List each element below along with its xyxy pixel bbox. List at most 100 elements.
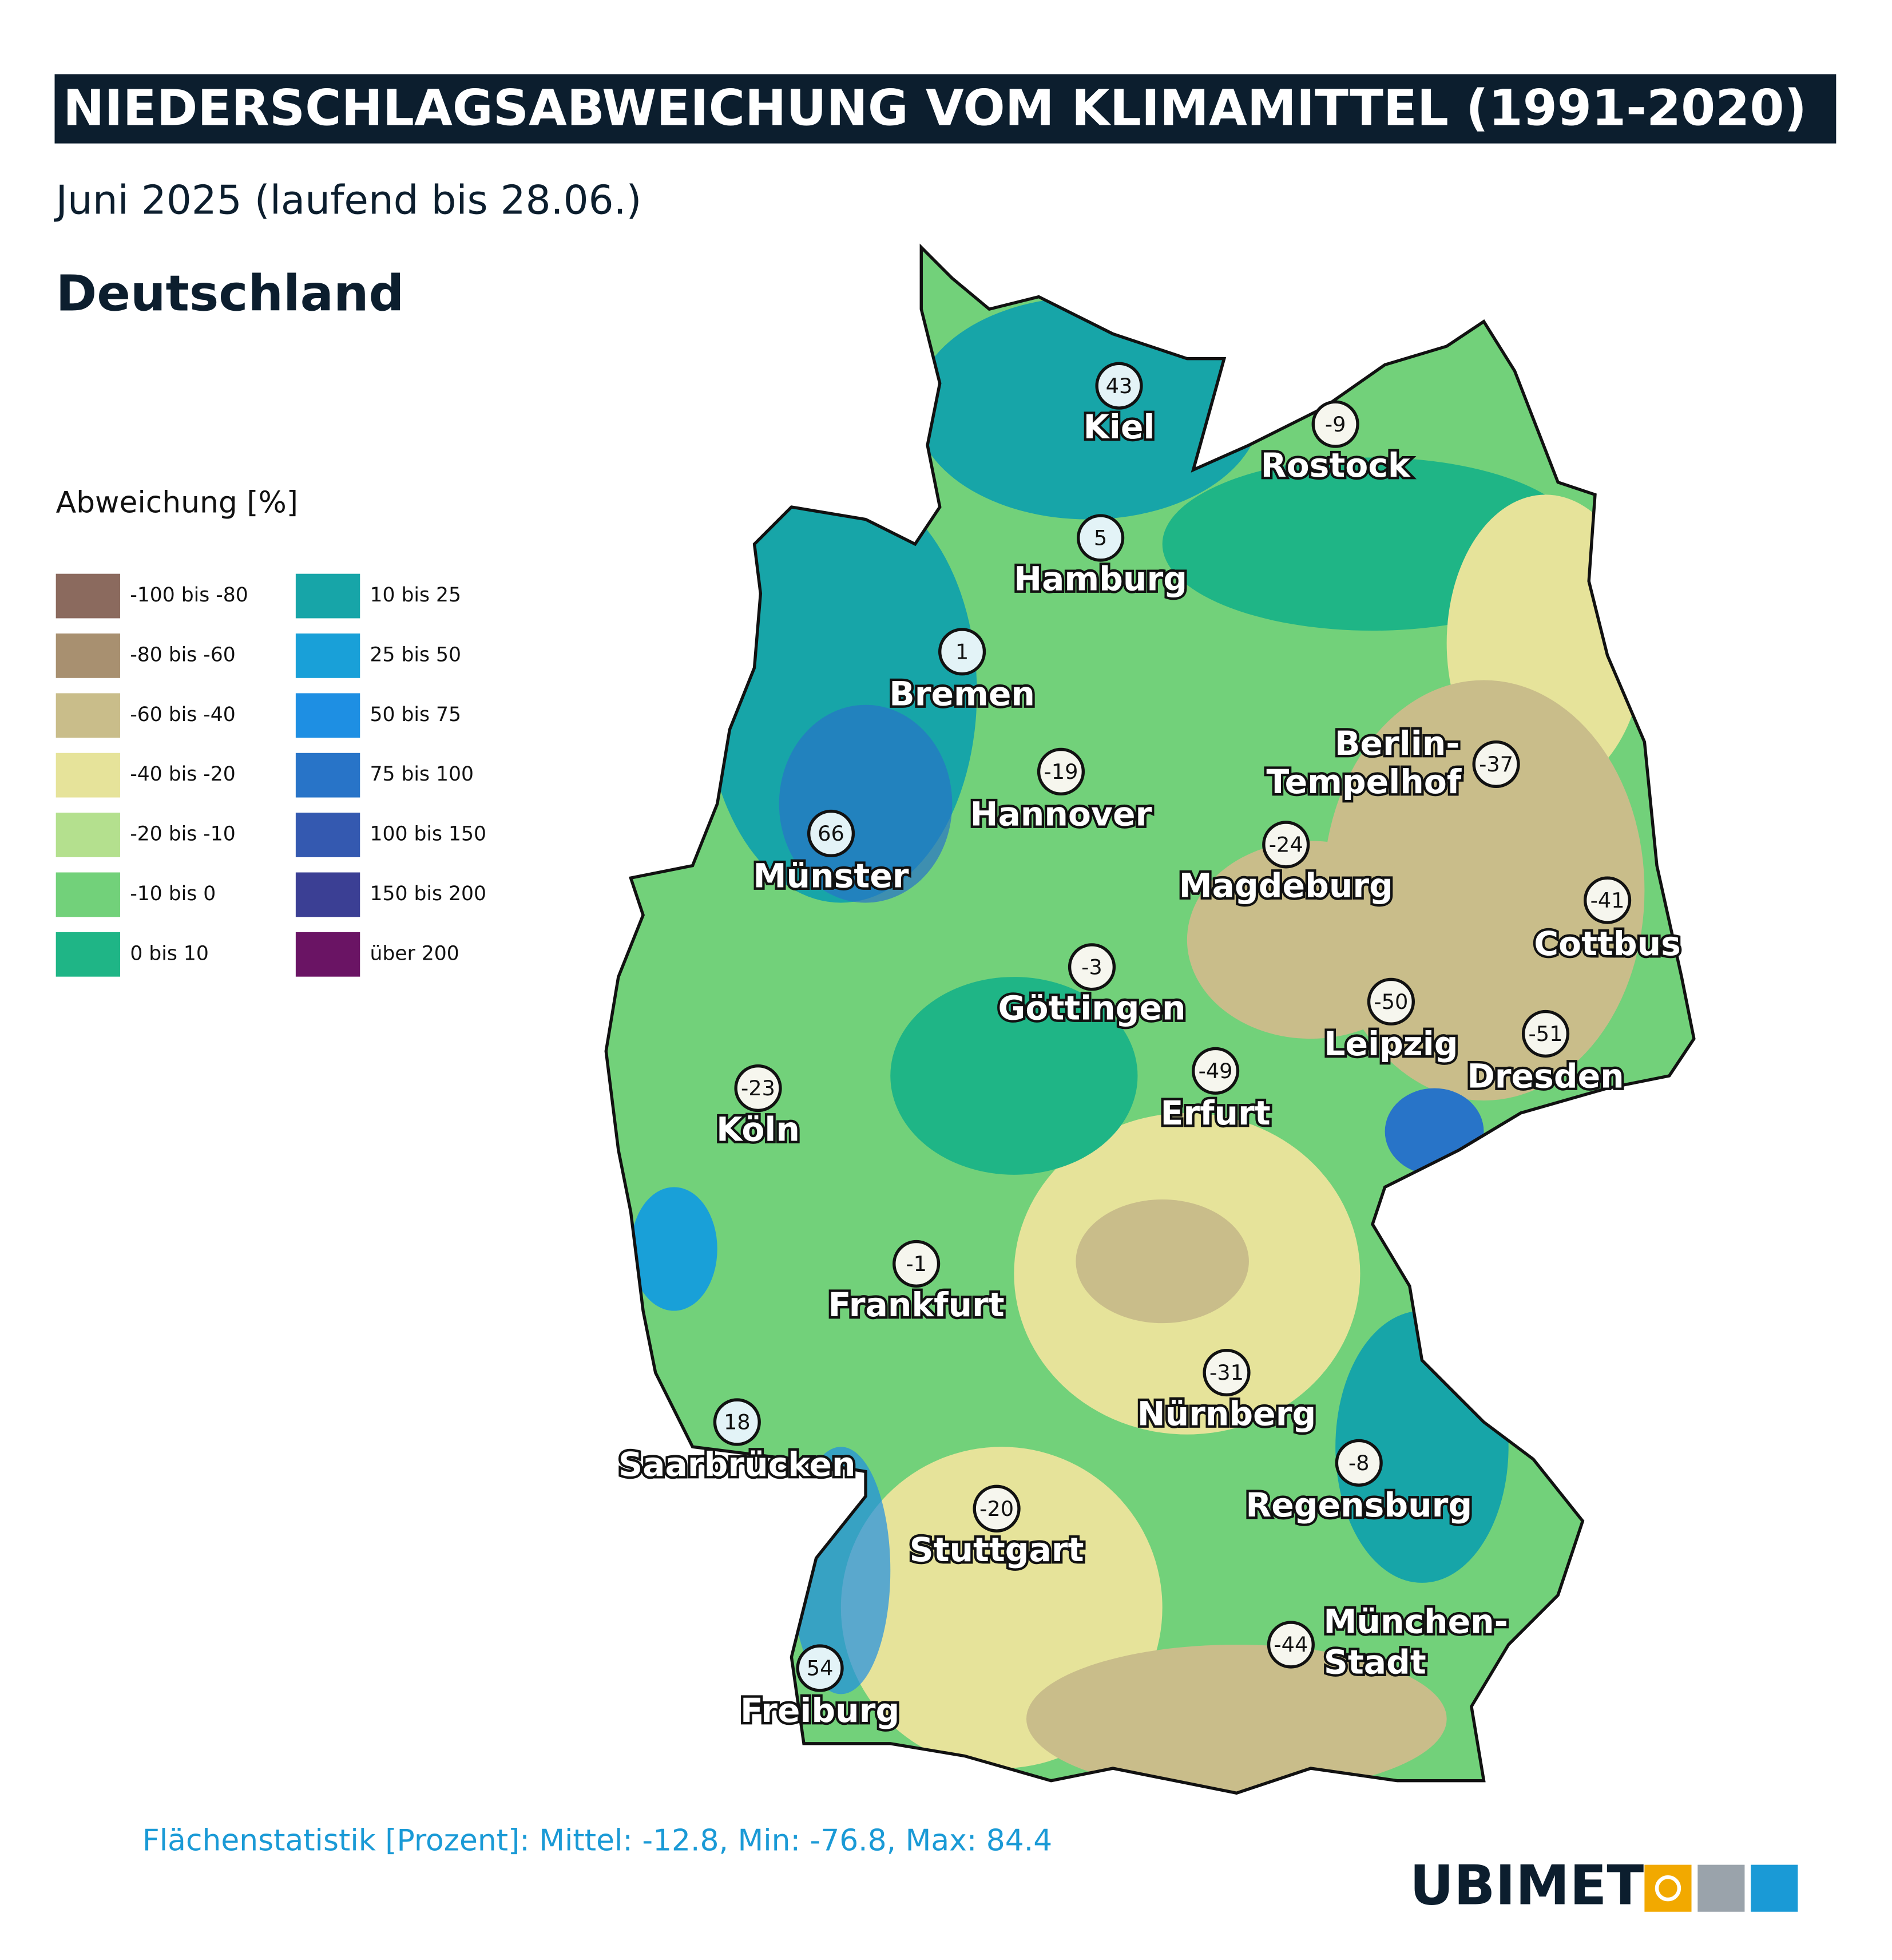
- city-marker: [1191, 1047, 1240, 1095]
- legend-label: -40 bis -20: [130, 763, 235, 786]
- logo: UBIMET: [1410, 1855, 1644, 1918]
- city-value: 66: [818, 821, 844, 846]
- legend-label: -80 bis -60: [130, 643, 235, 666]
- logo-drop: [1751, 1864, 1798, 1912]
- city-name: Freiburg: [740, 1691, 899, 1730]
- city-value: -8: [1348, 1451, 1370, 1475]
- city-name: Magdeburg: [1179, 866, 1393, 905]
- legend-swatch: [55, 753, 121, 798]
- legend-swatch: [55, 573, 121, 619]
- city-marker: [973, 1484, 1021, 1533]
- city-name: Göttingen: [998, 989, 1185, 1028]
- legend-swatch: [295, 753, 360, 798]
- logo-sun: [1644, 1864, 1692, 1912]
- legend-label: 0 bis 10: [130, 942, 209, 965]
- city-name: Leipzig: [1324, 1024, 1458, 1063]
- legend: -100 bis -80 -80 bis -60 -60 bis -40 -40 bi…: [55, 573, 486, 977]
- city-name: Hannover: [970, 794, 1152, 833]
- legend-swatch: [295, 813, 360, 857]
- city-marker: [1311, 400, 1359, 448]
- city-marker: [1077, 514, 1125, 562]
- legend-swatch: [55, 813, 121, 857]
- city-name: Tempelhof: [1267, 762, 1462, 801]
- city-marker: [734, 1064, 782, 1112]
- city-value: 18: [724, 1410, 751, 1435]
- city-marker: [1583, 876, 1632, 924]
- city-name: Erfurt: [1160, 1094, 1270, 1133]
- legend-swatch: [295, 932, 360, 977]
- legend-swatch: [295, 693, 360, 738]
- city-value: -9: [1325, 412, 1346, 437]
- city-value: -44: [1274, 1633, 1308, 1657]
- city-name: Stadt: [1324, 1643, 1426, 1682]
- city-name: Hamburg: [1014, 560, 1187, 599]
- city-value: -41: [1590, 888, 1625, 913]
- city-name: Münster: [753, 856, 909, 895]
- city-name: Dresden: [1467, 1056, 1624, 1095]
- city-marker: [1267, 1621, 1315, 1669]
- city-marker: [1068, 943, 1116, 991]
- legend-swatch: [295, 872, 360, 917]
- legend-swatch: [55, 872, 121, 917]
- title: NIEDERSCHLAGSABWEICHUNG VOM KLIMAMITTEL …: [63, 80, 1807, 137]
- city-value: -50: [1374, 989, 1408, 1014]
- legend-swatch: [55, 633, 121, 678]
- city-marker: [938, 628, 986, 676]
- city-name: Köln: [716, 1110, 800, 1149]
- city-marker: [1095, 362, 1143, 410]
- legend-label: über 200: [370, 942, 459, 965]
- city-marker: [1472, 740, 1520, 789]
- legend-swatch: [295, 633, 360, 678]
- city-marker: [1037, 747, 1085, 795]
- legend-label: -10 bis 0: [130, 882, 216, 905]
- city-value: -24: [1269, 833, 1303, 857]
- city-value: -37: [1479, 752, 1513, 777]
- logo-cloud: [1697, 1864, 1745, 1912]
- city-marker: [1203, 1348, 1251, 1397]
- city-value: -31: [1209, 1360, 1244, 1385]
- legend-label: 10 bis 25: [370, 584, 461, 607]
- city-marker: [1367, 977, 1415, 1025]
- city-value: -19: [1044, 759, 1078, 784]
- legend-title: Abweichung [%]: [56, 486, 298, 520]
- cities: 43 Kiel -9 Rostock 5 Hamburg 1 Bremen -19 Hannove…: [616, 362, 1683, 1732]
- legend-label: -20 bis -10: [130, 823, 235, 846]
- city-marker: [1262, 821, 1310, 869]
- city-value: -49: [1199, 1059, 1233, 1083]
- city-name: Cottbus: [1534, 924, 1681, 963]
- city-marker: [893, 1240, 941, 1288]
- title-bar: [54, 74, 1837, 144]
- legend-label: -100 bis -80: [130, 584, 248, 607]
- logo-sun-icon: [1655, 1875, 1681, 1902]
- city-value: -51: [1529, 1021, 1563, 1046]
- city-value: 54: [807, 1656, 834, 1681]
- city-value: -23: [741, 1076, 775, 1100]
- legend-swatch: [55, 932, 121, 977]
- legend-label: 25 bis 50: [370, 643, 461, 666]
- statistics: Flächenstatistik [Prozent]: Mittel: -12.…: [142, 1824, 1052, 1858]
- legend-label: 75 bis 100: [370, 763, 474, 786]
- region: Deutschland: [56, 266, 404, 323]
- city-marker: [713, 1398, 761, 1446]
- city-name: Stuttgart: [910, 1530, 1084, 1569]
- city-name: Saarbrücken: [618, 1445, 855, 1484]
- legend-label: -60 bis -40: [130, 703, 235, 726]
- city-name: Bremen: [889, 675, 1035, 714]
- city-marker: [1335, 1439, 1383, 1487]
- city-marker: [807, 809, 855, 858]
- legend-label: 50 bis 75: [370, 703, 461, 726]
- city-name: Kiel: [1084, 407, 1155, 446]
- country-border: [604, 243, 1696, 1795]
- city-value: 5: [1094, 526, 1107, 551]
- legend-label: 100 bis 150: [370, 823, 486, 846]
- city-name: Nürnberg: [1137, 1394, 1316, 1433]
- city-value: 1: [955, 639, 969, 664]
- city-name: Berlin-: [1335, 724, 1460, 763]
- city-value: -1: [906, 1252, 927, 1276]
- city-value: -20: [979, 1496, 1014, 1521]
- subtitle: Juni 2025 (laufend bis 28.06.): [54, 177, 642, 223]
- legend-swatch: [295, 573, 360, 619]
- city-value: 43: [1106, 374, 1133, 398]
- city-name: Rostock: [1261, 446, 1411, 485]
